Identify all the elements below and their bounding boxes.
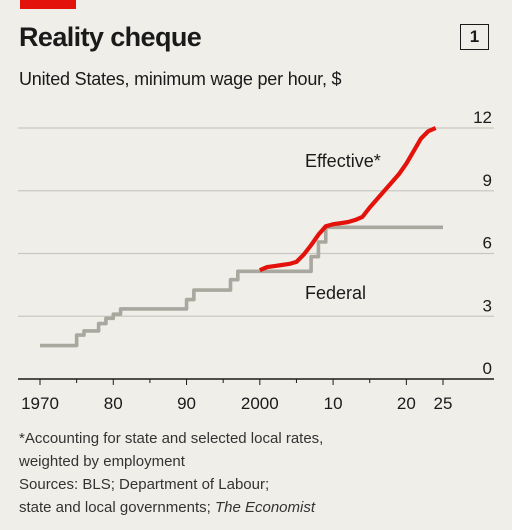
y-tick-label: 12 — [473, 108, 492, 127]
x-tick-label: 10 — [324, 394, 343, 413]
federal-line — [40, 225, 443, 348]
footnote-sources: Sources: BLS; Department of Labour; — [19, 476, 270, 493]
series-labels: Federal Effective* — [305, 151, 381, 303]
grid-lines — [18, 127, 494, 317]
effective-label: Effective* — [305, 151, 381, 171]
chart-number-badge: 1 — [460, 24, 489, 50]
footnote-sources-cont: state and local governments; The Economi… — [19, 496, 499, 519]
x-tick-label: 90 — [177, 394, 196, 413]
x-tick-label: 1970 — [21, 394, 59, 413]
effective-line — [258, 126, 437, 273]
footnote-sources-text: state and local governments; — [19, 499, 215, 516]
x-tick-label: 20 — [397, 394, 416, 413]
y-tick-label: 6 — [483, 234, 492, 253]
y-tick-labels: 0 3 6 9 12 — [473, 108, 492, 378]
federal-label: Federal — [305, 283, 366, 303]
footnote: *Accounting for state and selected local… — [19, 427, 499, 519]
y-tick-label: 9 — [483, 171, 492, 190]
x-tick-label: 80 — [104, 394, 123, 413]
y-tick-label: 3 — [483, 296, 492, 315]
footnote-note: *Accounting for state and selected local… — [19, 430, 324, 447]
x-tick-label: 25 — [434, 394, 453, 413]
chart-subtitle: United States, minimum wage per hour, $ — [19, 69, 342, 89]
x-tick-label: 2000 — [241, 394, 279, 413]
x-axis: 1970 80 90 2000 10 20 25 — [18, 378, 494, 413]
footnote-note-cont: weighted by employment — [19, 453, 185, 470]
footnote-source-economist: The Economist — [214, 499, 315, 516]
series-lines — [40, 126, 443, 348]
line-chart: 0 3 6 9 12 1970 80 90 2000 10 20 25 Federal Effecti… — [18, 108, 494, 413]
y-tick-label: 0 — [483, 359, 492, 378]
accent-bar — [20, 0, 76, 9]
chart-title: Reality cheque — [19, 22, 202, 52]
